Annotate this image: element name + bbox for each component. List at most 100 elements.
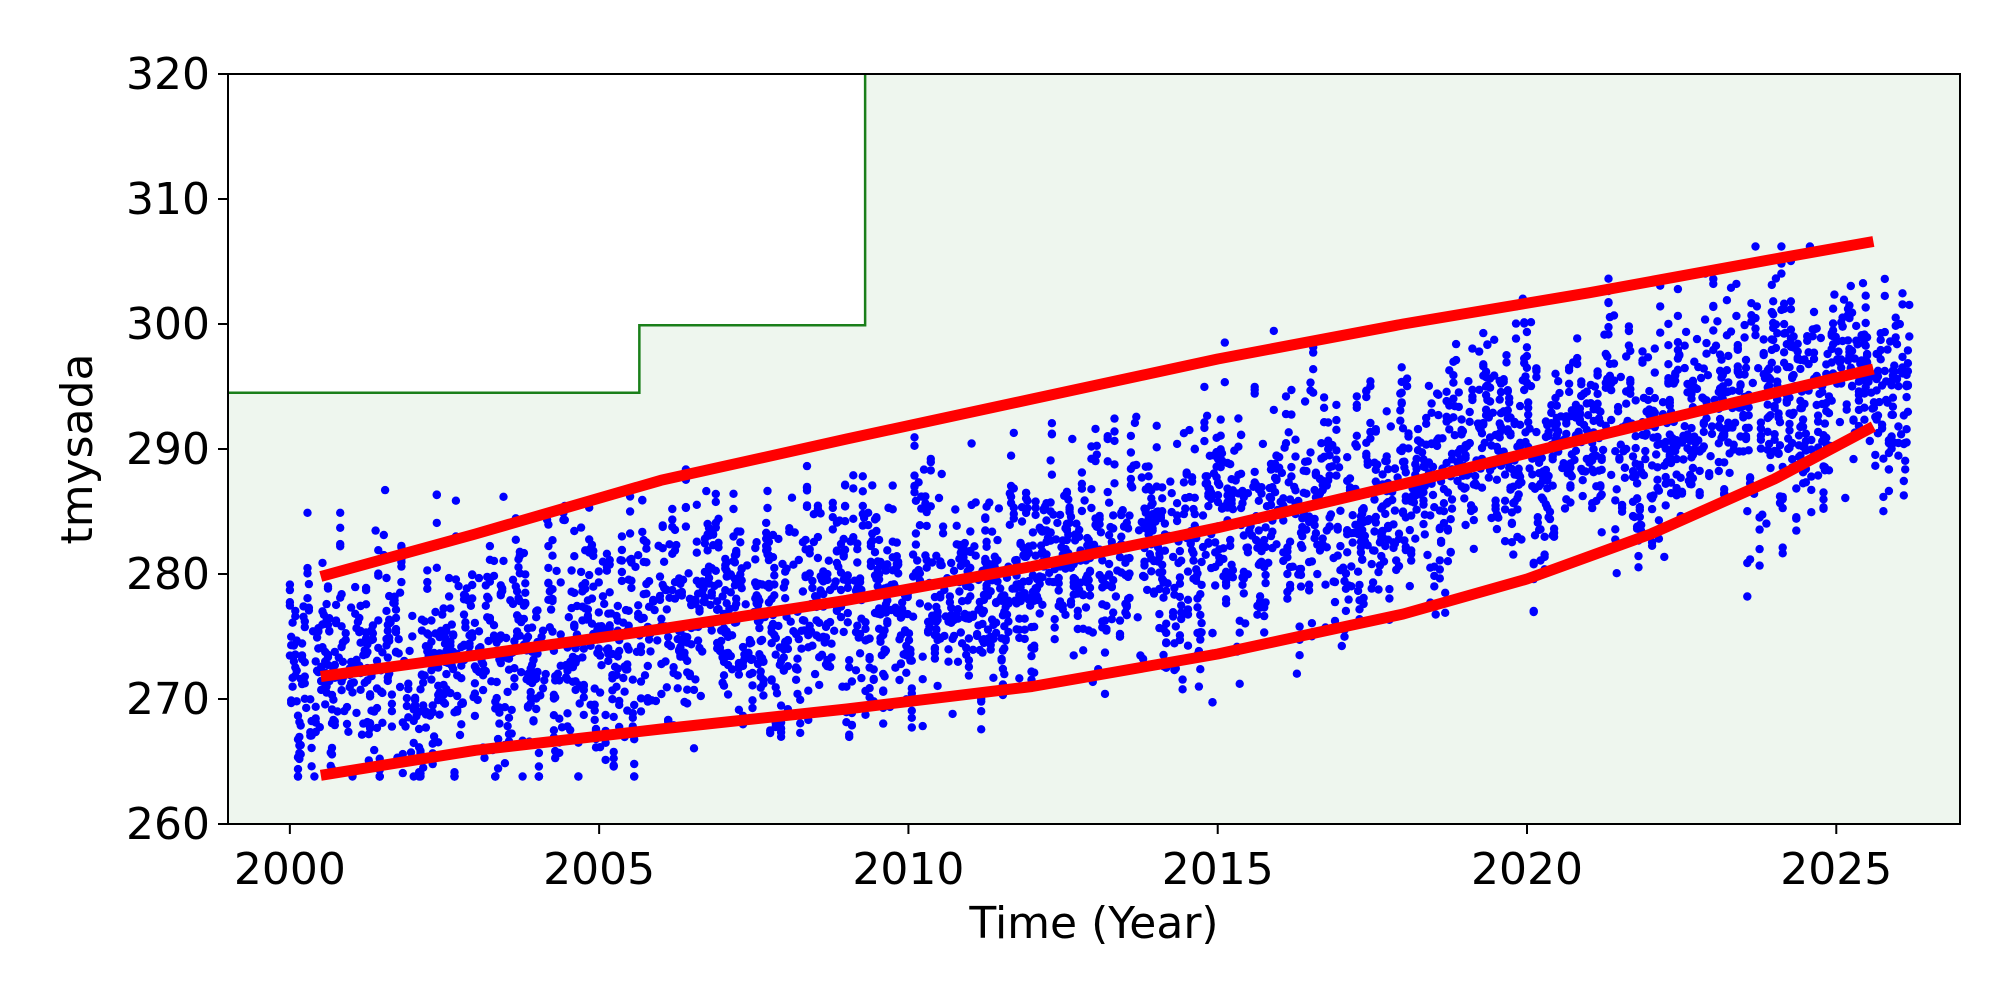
- data-point: [1445, 425, 1454, 434]
- data-point: [751, 555, 760, 564]
- data-point: [1495, 433, 1504, 442]
- data-point: [1382, 407, 1391, 416]
- data-point: [1865, 436, 1875, 446]
- data-point: [797, 644, 806, 653]
- data-point: [1807, 472, 1816, 481]
- data-point: [1680, 341, 1689, 350]
- data-point: [1107, 582, 1117, 591]
- data-point: [1683, 430, 1692, 439]
- data-point: [928, 558, 937, 567]
- data-point: [499, 492, 508, 501]
- data-point: [1813, 411, 1823, 420]
- data-point: [1875, 397, 1884, 407]
- data-point: [684, 569, 693, 578]
- data-point: [548, 585, 557, 594]
- data-point: [451, 496, 461, 505]
- data-point: [1816, 333, 1826, 343]
- data-point: [918, 652, 927, 661]
- data-point: [336, 539, 345, 549]
- data-point: [1709, 326, 1718, 335]
- data-point: [288, 682, 297, 691]
- data-point: [1660, 552, 1669, 562]
- data-point: [1066, 600, 1076, 609]
- data-point: [1706, 452, 1715, 461]
- data-point: [951, 505, 960, 514]
- data-point: [1162, 586, 1171, 595]
- data-point: [619, 673, 628, 683]
- data-point: [655, 572, 665, 581]
- data-point: [1740, 370, 1749, 379]
- data-point: [1319, 393, 1329, 402]
- data-point: [880, 672, 889, 681]
- data-point: [1183, 567, 1193, 576]
- data-point: [1767, 358, 1777, 367]
- x-tick-label: 2020: [1471, 844, 1583, 895]
- data-point: [532, 704, 541, 714]
- data-point: [1522, 363, 1532, 372]
- data-point: [1869, 403, 1879, 412]
- data-point: [938, 529, 948, 538]
- data-point: [989, 673, 998, 682]
- data-point: [816, 509, 825, 518]
- data-point: [985, 498, 994, 507]
- data-point: [519, 548, 529, 558]
- data-point: [414, 724, 424, 734]
- data-point: [639, 613, 648, 623]
- data-point: [1132, 412, 1141, 421]
- data-point: [1042, 516, 1051, 525]
- data-point: [708, 529, 718, 539]
- data-point: [763, 544, 772, 553]
- data-point: [1172, 439, 1182, 449]
- data-point: [883, 619, 892, 628]
- data-point: [683, 699, 692, 708]
- data-point: [560, 515, 569, 525]
- data-point: [1741, 355, 1751, 365]
- data-point: [1449, 378, 1458, 387]
- data-point: [802, 461, 812, 471]
- data-point: [1042, 550, 1051, 559]
- data-point: [1758, 510, 1767, 519]
- data-point: [1295, 651, 1304, 660]
- data-point: [737, 584, 746, 593]
- data-point: [602, 549, 612, 558]
- data-point: [499, 556, 508, 566]
- data-point: [1341, 569, 1351, 578]
- data-point: [978, 648, 987, 657]
- data-point: [555, 748, 564, 758]
- trend-line-lower: [319, 421, 1876, 781]
- data-point: [1849, 415, 1858, 424]
- data-point: [1522, 351, 1532, 361]
- data-point: [1902, 425, 1911, 434]
- data-point: [587, 619, 597, 628]
- data-point: [638, 527, 647, 537]
- data-point: [977, 697, 986, 706]
- data-point: [1155, 609, 1164, 619]
- data-point: [1183, 595, 1193, 604]
- data-point: [643, 661, 652, 671]
- data-point: [446, 641, 455, 650]
- data-point: [461, 623, 470, 632]
- data-point: [1302, 489, 1311, 498]
- data-point: [453, 691, 462, 701]
- data-point: [613, 664, 622, 673]
- data-point: [1567, 472, 1577, 481]
- data-point: [881, 566, 891, 575]
- data-point: [544, 563, 553, 573]
- data-point: [1820, 419, 1830, 428]
- data-point: [401, 722, 410, 731]
- data-point: [1562, 429, 1571, 439]
- data-point: [457, 674, 466, 683]
- data-point: [1461, 453, 1470, 463]
- data-point: [1446, 547, 1455, 557]
- data-point: [1549, 524, 1559, 533]
- data-point: [865, 684, 874, 693]
- data-point: [968, 645, 978, 654]
- data-point: [500, 703, 510, 712]
- data-point: [1064, 495, 1073, 504]
- data-point: [1228, 505, 1238, 514]
- data-point: [1827, 396, 1836, 405]
- data-point: [1641, 446, 1650, 456]
- data-point: [615, 646, 624, 656]
- data-point: [484, 594, 493, 603]
- data-point: [910, 488, 919, 497]
